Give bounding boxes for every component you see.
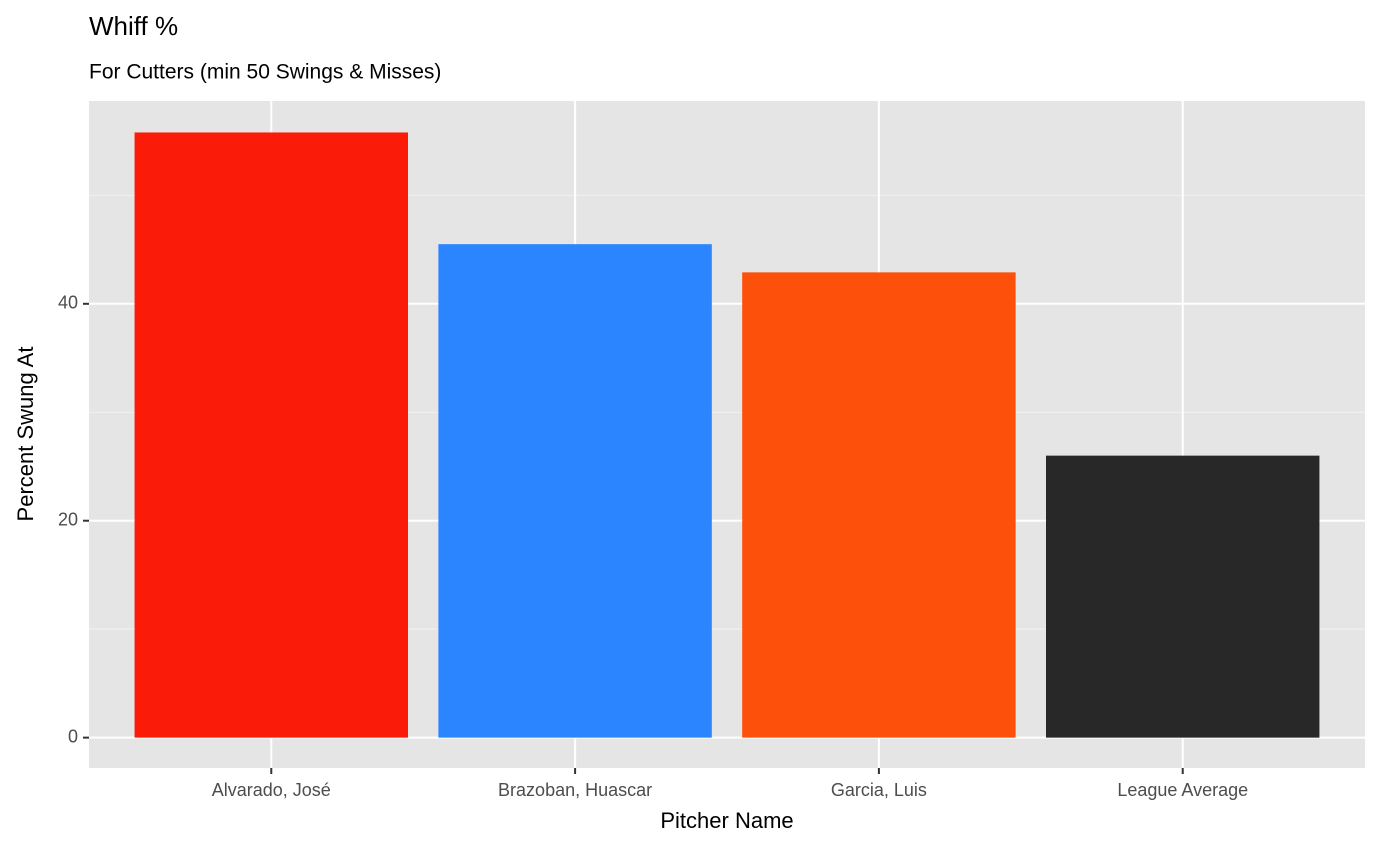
chart-title: Whiff %	[89, 11, 178, 41]
x-tick-label: Alvarado, José	[212, 780, 331, 800]
x-tick-label: Garcia, Luis	[831, 780, 927, 800]
bar	[134, 132, 409, 738]
y-tick-label: 20	[58, 509, 78, 529]
bar	[1046, 455, 1320, 738]
bar	[438, 244, 712, 738]
x-axis-title: Pitcher Name	[660, 808, 793, 833]
y-tick-label: 0	[68, 726, 78, 746]
chart-subtitle: For Cutters (min 50 Swings & Misses)	[89, 61, 441, 84]
x-tick-label: Brazoban, Huascar	[498, 780, 652, 800]
y-tick-label: 40	[58, 293, 78, 313]
bar	[742, 272, 1016, 738]
x-tick-label: League Average	[1117, 780, 1248, 800]
y-axis-title: Percent Swung At	[13, 347, 38, 522]
